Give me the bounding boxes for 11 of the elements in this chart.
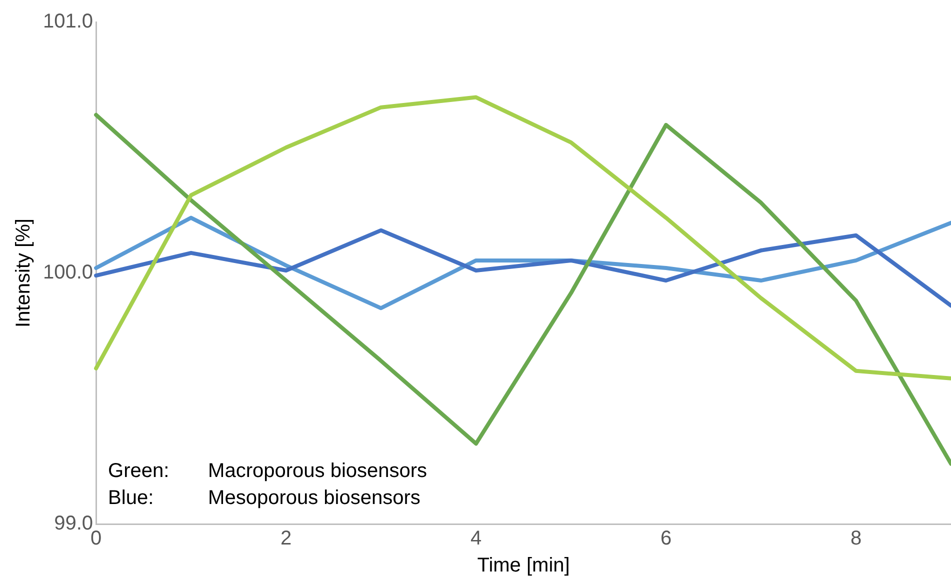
x-axis-title: Time [min] [477, 554, 570, 577]
y-tick-label: 101.0 [42, 10, 94, 33]
text: Blue: Mesoporous biosensors [108, 487, 420, 509]
y-axis-title: Intensity [%] [12, 218, 35, 328]
x-tick-label: 4 [470, 528, 482, 550]
x-tick-label: 2 [280, 528, 292, 550]
x-tick-label: 0 [90, 528, 102, 550]
y-tick-label: 100.0 [42, 262, 94, 284]
x-tick-label: 8 [850, 528, 862, 550]
x-tick-label: 6 [660, 528, 672, 550]
text: Green: Macroporous biosensors [108, 460, 428, 482]
